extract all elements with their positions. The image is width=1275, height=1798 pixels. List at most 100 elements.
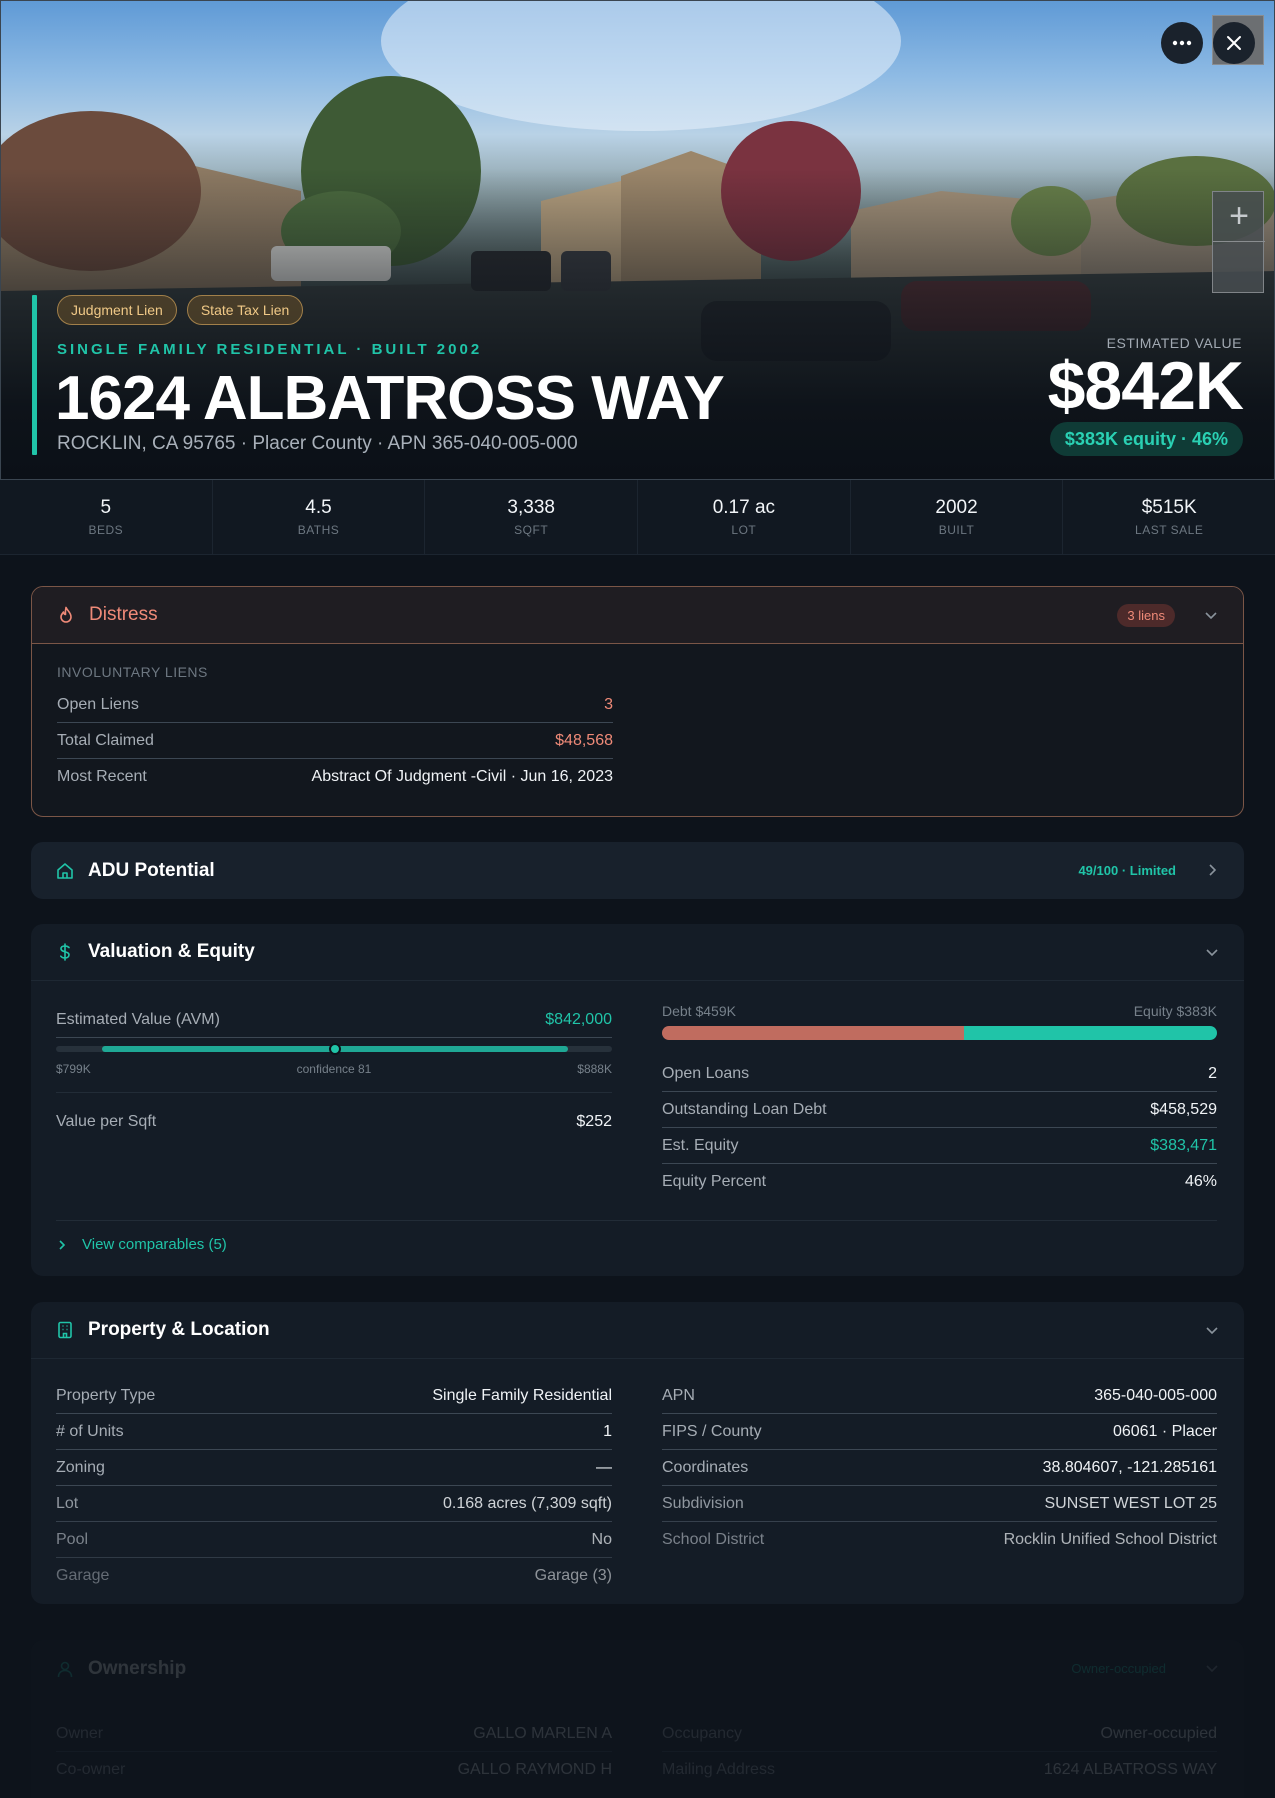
accent-bar bbox=[32, 295, 37, 455]
row-key: Open Liens bbox=[57, 695, 139, 713]
property-stats: 5 BEDS 4.5 BATHS 3,338 SQFT 0.17 ac LOT 2002… bbox=[0, 480, 1275, 555]
property-address: 1624 ALBATROSS WAY bbox=[55, 364, 725, 433]
row-school-district: School District Rocklin Unified School Di… bbox=[662, 1522, 1217, 1558]
equity-pill: $383K equity · 46% bbox=[1049, 422, 1243, 456]
row-key: Subdivision bbox=[662, 1494, 744, 1512]
stat-label: BUILT bbox=[938, 523, 975, 537]
avm-range-labels: $799K confidence 81 $888K bbox=[56, 1062, 612, 1076]
flame-icon bbox=[57, 606, 75, 624]
valuation-header[interactable]: Valuation & Equity bbox=[31, 924, 1244, 981]
badge-judgment-lien: Judgment Lien bbox=[57, 295, 177, 325]
row-key: Estimated Value (AVM) bbox=[56, 1010, 220, 1028]
zoom-in-button[interactable]: + bbox=[1213, 192, 1265, 242]
adu-potential-card[interactable]: ADU Potential 49/100 · Limited bbox=[31, 842, 1244, 899]
row-value: 06061 · Placer bbox=[1112, 1422, 1217, 1440]
row-key: Lot bbox=[56, 1494, 79, 1512]
row-value: No bbox=[591, 1530, 612, 1548]
distress-card: Distress 3 liens INVOLUNTARY LIENS Open … bbox=[31, 586, 1244, 817]
debt-equity-labels: Debt $459K Equity $383K bbox=[662, 1003, 1217, 1019]
row-value-per-sqft: Value per Sqft $252 bbox=[56, 1104, 612, 1140]
chevron-down-icon[interactable] bbox=[1203, 607, 1219, 623]
row-value: SUNSET WEST LOT 25 bbox=[1044, 1494, 1218, 1512]
stat-label: LOT bbox=[731, 523, 757, 537]
ownership-card: Ownership Owner-occupied Owner GALLO MARL… bbox=[31, 1640, 1244, 1798]
row-key: Property Type bbox=[56, 1386, 156, 1404]
property-subtype: SINGLE FAMILY RESIDENTIAL · BUILT 2002 bbox=[57, 341, 483, 358]
avm-high: $888K bbox=[577, 1062, 612, 1076]
chevron-right-icon[interactable] bbox=[1204, 862, 1220, 878]
distress-title: Distress bbox=[89, 604, 158, 625]
row-key: Occupancy bbox=[662, 1724, 743, 1742]
stat-value: 4.5 bbox=[305, 497, 332, 518]
chevron-down-icon[interactable] bbox=[1204, 1322, 1220, 1338]
row-value: Rocklin Unified School District bbox=[1003, 1531, 1217, 1548]
divider bbox=[56, 1220, 1217, 1221]
row-mailing-address: Mailing Address 1624 ALBATROSS WAY bbox=[662, 1752, 1217, 1788]
row-key: Most Recent bbox=[57, 768, 147, 785]
equity-label: Equity $383K bbox=[1133, 1003, 1217, 1019]
badge-state-tax-lien: State Tax Lien bbox=[186, 295, 304, 325]
adu-header[interactable]: ADU Potential 49/100 · Limited bbox=[31, 842, 1244, 899]
property-header[interactable]: Property & Location bbox=[31, 1302, 1244, 1359]
chevron-down-icon[interactable] bbox=[1204, 1660, 1220, 1676]
row-value: GALLO RAYMOND H bbox=[457, 1761, 612, 1778]
row-key: School District bbox=[662, 1531, 765, 1548]
home-icon bbox=[56, 862, 74, 880]
row-value: 1 bbox=[603, 1422, 612, 1440]
avm-value: $842,000 bbox=[545, 1010, 612, 1028]
row-key: Total Claimed bbox=[57, 731, 154, 749]
row-most-recent: Most Recent Abstract Of Judgment -Civil ·… bbox=[57, 759, 613, 795]
row-key: Co-owner bbox=[56, 1761, 126, 1778]
row-key: Est. Equity bbox=[662, 1136, 739, 1154]
involuntary-liens-caption: INVOLUNTARY LIENS bbox=[57, 664, 208, 680]
stat-value: $515K bbox=[1141, 497, 1197, 518]
stat-last-sale: $515K LAST SALE bbox=[1063, 480, 1275, 554]
stat-label: BEDS bbox=[88, 523, 124, 537]
stat-baths: 4.5 BATHS bbox=[213, 480, 426, 554]
close-icon bbox=[1227, 36, 1241, 50]
row-key: Equity Percent bbox=[662, 1173, 767, 1190]
row-property-type: Property Type Single Family Residential bbox=[56, 1378, 612, 1414]
row-outstanding-debt: Outstanding Loan Debt $458,529 bbox=[662, 1092, 1217, 1128]
estimated-value: $842K bbox=[1047, 348, 1244, 424]
row-key: Value per Sqft bbox=[56, 1113, 157, 1130]
row-key: Coordinates bbox=[662, 1458, 749, 1476]
distress-header[interactable]: Distress 3 liens bbox=[32, 587, 1243, 644]
row-open-liens: Open Liens 3 bbox=[57, 687, 613, 723]
row-value: $48,568 bbox=[555, 731, 613, 749]
row-pool: Pool No bbox=[56, 1522, 612, 1558]
stat-label: BATHS bbox=[297, 523, 340, 537]
debt-segment bbox=[662, 1026, 965, 1040]
row-key: APN bbox=[662, 1386, 695, 1404]
row-value: $383,471 bbox=[1150, 1136, 1217, 1154]
close-button[interactable] bbox=[1213, 22, 1255, 64]
liens-count-pill: 3 liens bbox=[1117, 604, 1175, 627]
row-open-loans: Open Loans 2 bbox=[662, 1056, 1217, 1092]
avm-confidence-range bbox=[56, 1043, 612, 1055]
adu-score: 49/100 · Limited bbox=[1078, 863, 1176, 878]
chevron-down-icon[interactable] bbox=[1204, 944, 1220, 960]
row-value: 2 bbox=[1208, 1064, 1217, 1082]
building-icon bbox=[56, 1321, 74, 1339]
user-icon bbox=[56, 1660, 74, 1678]
row-value: — bbox=[596, 1458, 612, 1476]
row-key: Mailing Address bbox=[662, 1761, 775, 1778]
more-options-button[interactable] bbox=[1161, 22, 1203, 64]
divider bbox=[56, 1092, 612, 1093]
hero-gradient bbox=[1, 1, 1274, 479]
row-key: Outstanding Loan Debt bbox=[662, 1100, 827, 1118]
row-value: 38.804607, -121.285161 bbox=[1042, 1458, 1217, 1476]
row-occupancy: Occupancy Owner-occupied bbox=[662, 1716, 1217, 1752]
row-key: # of Units bbox=[56, 1422, 124, 1440]
row-apn: APN 365-040-005-000 bbox=[662, 1378, 1217, 1414]
stat-lot: 0.17 ac LOT bbox=[638, 480, 851, 554]
row-key: Open Loans bbox=[662, 1064, 750, 1082]
view-comparables-link[interactable]: View comparables (5) bbox=[56, 1236, 227, 1253]
stat-value: 0.17 ac bbox=[712, 497, 776, 518]
row-value: Single Family Residential bbox=[432, 1386, 612, 1404]
avm-low: $799K bbox=[56, 1062, 91, 1076]
row-subdivision: Subdivision SUNSET WEST LOT 25 bbox=[662, 1486, 1217, 1522]
row-key: Owner bbox=[56, 1724, 104, 1742]
ownership-header[interactable]: Ownership Owner-occupied bbox=[31, 1640, 1244, 1697]
row-zoning: Zoning — bbox=[56, 1450, 612, 1486]
